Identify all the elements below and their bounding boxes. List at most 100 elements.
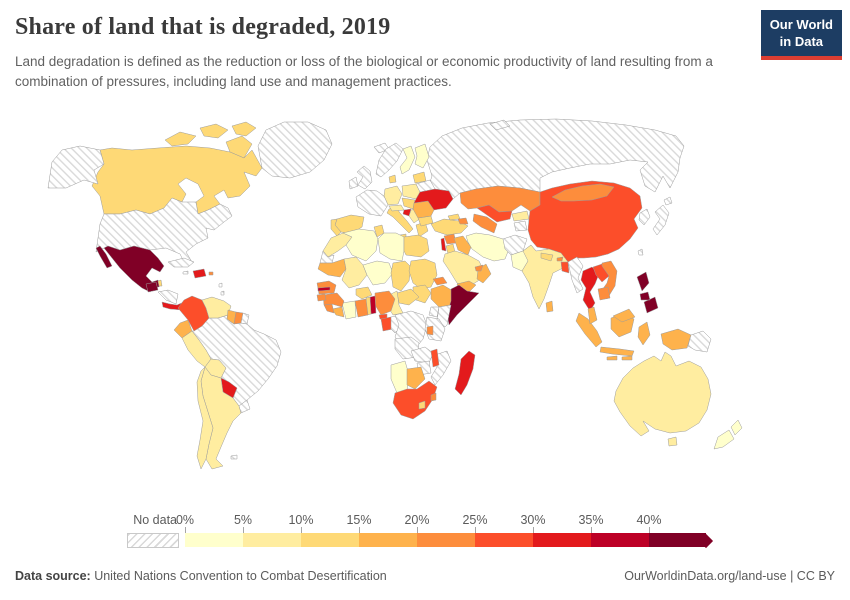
country-united-states[interactable] [47, 145, 233, 267]
country-taiwan[interactable] [637, 248, 644, 256]
country-finland[interactable] [414, 143, 430, 169]
country-denmark[interactable] [388, 174, 397, 184]
legend-no-data-swatch[interactable] [127, 533, 179, 548]
country-alpine-states[interactable] [388, 204, 405, 212]
country-turkey[interactable] [430, 218, 469, 236]
country-malaysia[interactable] [587, 306, 636, 325]
country-sweden[interactable] [399, 145, 416, 175]
country-portugal[interactable] [330, 218, 342, 237]
country-mauritania[interactable] [317, 258, 347, 278]
legend-bin-10-15[interactable] [301, 533, 360, 547]
country-baltic-states[interactable] [412, 171, 427, 184]
country-iraq[interactable] [453, 235, 472, 256]
country-malawi[interactable] [430, 348, 440, 368]
country-philippines[interactable] [636, 271, 659, 314]
country-chad[interactable] [390, 260, 412, 292]
country-mongolia[interactable] [551, 183, 615, 202]
legend-bin-0-5[interactable] [185, 533, 244, 547]
country-puerto-rico[interactable] [208, 271, 214, 276]
country-ireland[interactable] [348, 176, 359, 190]
country-sudan[interactable] [408, 258, 438, 290]
legend-bin-25-30[interactable] [475, 533, 534, 547]
country-cote-divoire[interactable] [341, 300, 357, 320]
country-lesser-antilles[interactable] [218, 282, 225, 296]
country-liberia[interactable] [331, 306, 345, 318]
country-saudi-arabia[interactable] [442, 250, 485, 288]
country-libya[interactable] [377, 232, 405, 262]
country-papua-new-guinea[interactable] [687, 330, 712, 353]
country-uzbekistan[interactable] [476, 204, 513, 223]
country-burkina-faso[interactable] [355, 286, 373, 300]
country-somalia[interactable] [446, 284, 480, 326]
country-guatemala[interactable] [145, 281, 159, 293]
country-bangladesh[interactable] [560, 261, 570, 274]
country-ukraine[interactable] [413, 188, 454, 211]
country-jamaica[interactable] [182, 270, 189, 275]
country-ghana[interactable] [354, 298, 369, 318]
legend-bin-15-20[interactable] [359, 533, 418, 547]
country-western-sahara[interactable] [319, 250, 335, 264]
country-myanmar[interactable] [567, 256, 584, 294]
country-svalbard[interactable] [489, 119, 511, 131]
country-cuba[interactable] [167, 257, 195, 268]
country-kazakhstan[interactable] [459, 185, 541, 213]
country-australia[interactable] [613, 351, 712, 447]
country-indonesia[interactable] [575, 312, 692, 361]
country-botswana[interactable] [406, 366, 426, 390]
country-guinea[interactable] [322, 292, 345, 308]
country-eswatini[interactable] [430, 392, 437, 402]
owid-url-link[interactable]: OurWorldinData.org/land-use [624, 569, 787, 583]
country-rwanda-burundi[interactable] [426, 325, 434, 336]
license-link[interactable]: CC BY [796, 569, 835, 583]
country-united-kingdom[interactable] [356, 165, 373, 190]
country-madagascar[interactable] [454, 350, 476, 396]
country-guinea-bissau[interactable] [316, 293, 327, 302]
country-ecuador[interactable] [173, 319, 193, 339]
country-falkland-islands[interactable] [230, 454, 238, 460]
legend-bin-35-40[interactable] [591, 533, 650, 547]
country-tajikistan[interactable] [513, 220, 528, 232]
country-kyrgyzstan[interactable] [511, 210, 530, 222]
country-france[interactable] [355, 189, 389, 217]
country-eritrea[interactable] [432, 276, 448, 286]
country-zambia[interactable] [410, 346, 434, 364]
country-egypt[interactable] [403, 234, 430, 258]
country-sri-lanka[interactable] [545, 300, 554, 313]
country-canada[interactable] [91, 145, 263, 215]
country-canada-arctic[interactable] [164, 121, 257, 159]
country-algeria[interactable] [342, 228, 379, 262]
country-armenia-azerbaijan[interactable] [457, 217, 469, 225]
country-hispaniola[interactable] [192, 268, 207, 279]
country-laos[interactable] [592, 263, 610, 283]
country-mexico[interactable] [95, 245, 165, 293]
legend-bin-20-25[interactable] [417, 533, 476, 547]
country-india[interactable] [521, 244, 569, 310]
country-north-south-korea[interactable] [638, 208, 651, 226]
legend-bin-5-10[interactable] [243, 533, 302, 547]
country-new-zealand[interactable] [713, 419, 743, 450]
country-lesotho[interactable] [418, 400, 426, 410]
country-iran[interactable] [465, 232, 510, 262]
country-chile[interactable] [196, 366, 214, 470]
legend-bin-30-35[interactable] [533, 533, 592, 547]
country-china[interactable] [527, 180, 643, 263]
country-sierra-leone[interactable] [323, 303, 335, 314]
country-honduras-nicaragua[interactable] [157, 289, 179, 305]
country-gambia[interactable] [317, 286, 331, 292]
country-greenland[interactable] [257, 121, 333, 179]
country-niger[interactable] [362, 260, 394, 286]
country-uganda[interactable] [428, 306, 440, 318]
country-french-guiana[interactable] [240, 312, 250, 325]
country-bhutan[interactable] [556, 256, 564, 262]
owid-logo[interactable]: Our World in Data [760, 10, 842, 60]
country-uae[interactable] [474, 264, 484, 272]
legend-bin-over-40[interactable] [649, 533, 706, 547]
country-turkmenistan[interactable] [472, 213, 498, 234]
country-namibia[interactable] [390, 360, 410, 394]
country-nepal[interactable] [540, 252, 554, 262]
country-cambodia[interactable] [597, 286, 611, 301]
country-mali[interactable] [341, 256, 368, 289]
country-japan[interactable] [652, 196, 673, 236]
country-tanzania[interactable] [424, 316, 446, 342]
country-belize[interactable] [157, 279, 163, 287]
